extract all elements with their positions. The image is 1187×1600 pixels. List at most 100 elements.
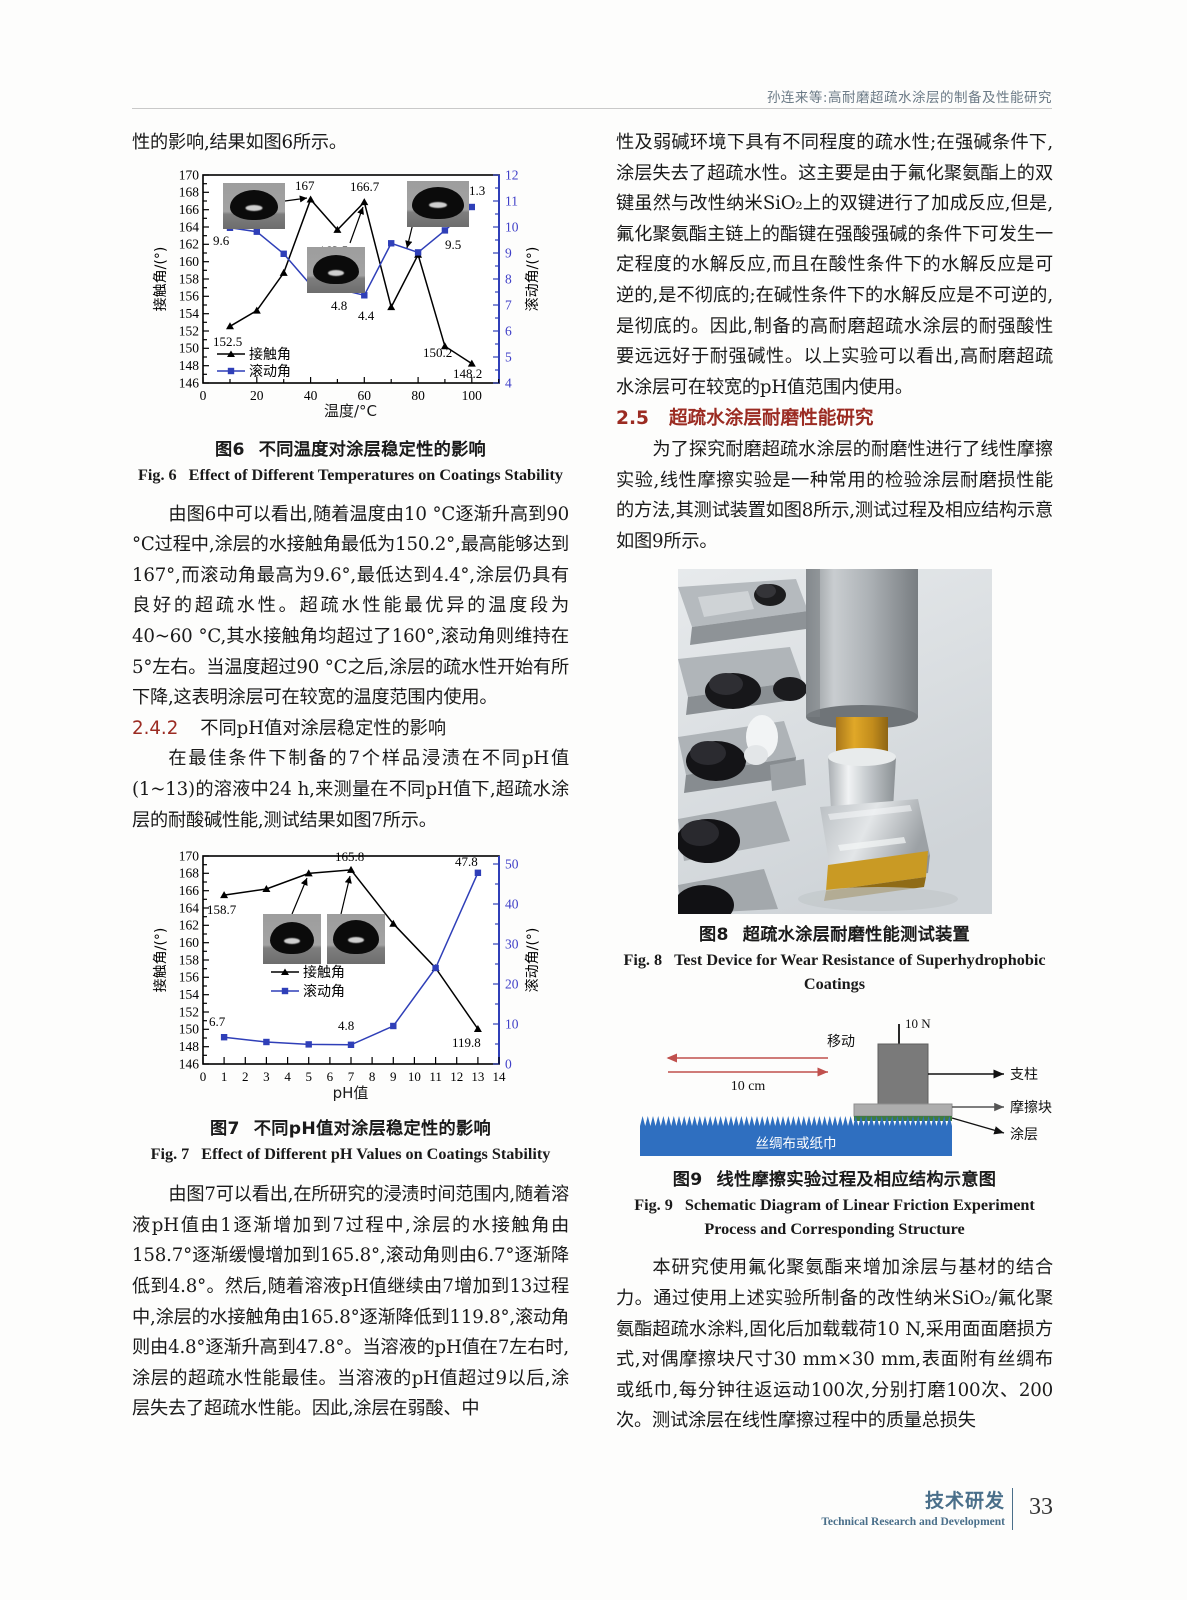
fig9-label-friction-block: 摩擦块: [1010, 1099, 1052, 1116]
fig8-cap-en-text: Test Device for Wear Resistance of Super…: [674, 951, 1046, 994]
fig7-y2label: 滚动角/(°): [524, 928, 541, 993]
fig9-cap-cn-label: 图9: [672, 1170, 703, 1191]
fig9-label-cloth: 丝绸布或纸巾: [756, 1136, 837, 1152]
svg-text:7: 7: [505, 297, 512, 312]
figure-7-caption: 图7 不同pH值对涂层稳定性的影响 Fig. 7 Effect of Differe…: [132, 1116, 569, 1166]
svg-text:166: 166: [178, 883, 199, 898]
svg-text:1: 1: [220, 1069, 227, 1084]
svg-text:158: 158: [178, 953, 199, 968]
header-rule: [132, 108, 1052, 109]
fig6-droplet-photo-2: [306, 246, 365, 293]
svg-text:接触角: 接触角: [303, 964, 345, 981]
paragraph-2-5: 为了探究耐磨超疏水涂层的耐磨性进行了线性摩擦实验,线性摩擦实验是一种常用的检验涂…: [616, 438, 1053, 552]
fig7-label-47-8: 47.8: [455, 854, 478, 869]
svg-text:156: 156: [178, 288, 199, 303]
fig6-xlabel: 温度/°C: [323, 401, 378, 420]
svg-text:3: 3: [263, 1069, 270, 1084]
svg-text:0: 0: [505, 1057, 512, 1072]
figure-8-caption: 图8 超疏水涂层耐磨性能测试装置 Fig. 8 Test Device for We…: [616, 922, 1053, 996]
figure-8-photo: [677, 569, 992, 915]
paragraph-2-4-2: 在最佳条件下制备的7个样品浸渍在不同pH值(1~13)的溶液中24 h,来测量在…: [132, 748, 569, 831]
fig7-cap-cn-text: 不同pH值对涂层稳定性的影响: [253, 1119, 491, 1140]
svg-text:2: 2: [242, 1069, 249, 1084]
fig9-label-coating: 涂层: [1010, 1127, 1038, 1143]
svg-text:20: 20: [505, 977, 519, 992]
footer-divider: [1012, 1488, 1013, 1530]
fig8-cap-cn-text: 超疏水涂层耐磨性能测试装置: [742, 925, 971, 946]
svg-text:162: 162: [178, 918, 198, 933]
svg-text:150: 150: [178, 1022, 199, 1037]
svg-text:10: 10: [505, 219, 519, 234]
fig7-legend: 接触角 滚动角: [270, 964, 345, 1000]
fig6-ylabel: 接触角/(°): [152, 246, 169, 311]
figure-6-caption: 图6 不同温度对涂层稳定性的影响 Fig. 6 Effect of Differen…: [132, 437, 569, 487]
figure-9-schematic: 10 N 移动 10 cm 支柱 摩擦块 涂层: [616, 1006, 1053, 1161]
svg-text:14: 14: [492, 1069, 506, 1084]
svg-text:5: 5: [305, 1069, 312, 1084]
svg-text:12: 12: [450, 1069, 463, 1084]
fig6-label-150-2: 150.2: [423, 345, 452, 360]
fig8-cap-en-label: Fig. 8: [623, 951, 663, 970]
svg-text:7: 7: [347, 1069, 354, 1084]
svg-text:9: 9: [390, 1069, 397, 1084]
fig6-cap-en-text: Effect of Different Temperatures on Coat…: [188, 465, 564, 484]
fig9-label-distance: 10 cm: [731, 1079, 766, 1094]
svg-text:4: 4: [284, 1069, 291, 1084]
fig7-cap-en-label: Fig. 7: [150, 1145, 190, 1164]
fig7-xlabel: pH值: [332, 1084, 369, 1103]
section-heading-2-5: 2.5 超疏水涂层耐磨性能研究: [616, 404, 1053, 435]
left-column: 性的影响,结果如图6所示。: [132, 128, 569, 1425]
svg-text:152: 152: [178, 1005, 198, 1020]
section-2-4-2-number: 2.4.2: [132, 717, 179, 739]
svg-text:168: 168: [178, 866, 199, 881]
paragraph-after-fig7: 由图7可以看出,在所研究的浸渍时间范围内,随着溶液pH值由1逐渐增加到7过程中,…: [132, 1184, 569, 1420]
svg-text:0: 0: [199, 1069, 206, 1084]
svg-text:4: 4: [505, 375, 512, 390]
fig9-cap-en-label: Fig. 9: [634, 1196, 673, 1215]
running-head: 孙连来等:高耐磨超疏水涂层的制备及性能研究: [766, 90, 1052, 106]
fig6-droplet-photo-3: [406, 180, 469, 227]
fig7-label-4-8: 4.8: [338, 1018, 354, 1033]
fig6-label-9-5: 9.5: [445, 237, 461, 252]
svg-text:154: 154: [178, 987, 199, 1002]
svg-text:11: 11: [429, 1069, 442, 1084]
fig6-legend: 接触角 滚动角: [216, 346, 291, 380]
fig6-cap-cn-label: 图6: [214, 439, 245, 460]
fig7-droplet-photo-1: [262, 914, 321, 965]
fig9-cap-cn-text: 线性摩擦实验过程及相应结构示意图: [716, 1170, 997, 1191]
svg-text:146: 146: [178, 375, 199, 390]
right-column: 性及弱碱环境下具有不同程度的疏水性;在强碱条件下,涂层失去了超疏水性。这主要是由…: [616, 128, 1053, 1437]
svg-text:13: 13: [471, 1069, 484, 1084]
fig7-label-6-7: 6.7: [209, 1014, 226, 1029]
paragraph-continued: 性及弱碱环境下具有不同程度的疏水性;在强碱条件下,涂层失去了超疏水性。这主要是由…: [616, 132, 1053, 398]
svg-text:滚动角: 滚动角: [303, 983, 345, 1000]
fig6-label-152-5: 152.5: [213, 334, 242, 349]
svg-text:50: 50: [505, 857, 519, 872]
svg-text:12: 12: [505, 167, 519, 182]
fig6-label-4-8: 4.8: [331, 298, 347, 313]
svg-text:滚动角: 滚动角: [249, 363, 291, 380]
svg-text:146: 146: [178, 1057, 199, 1072]
svg-text:100: 100: [461, 388, 482, 403]
svg-text:154: 154: [178, 306, 199, 321]
svg-text:10: 10: [407, 1069, 420, 1084]
fig6-label-166-7: 166.7: [350, 179, 380, 194]
svg-text:接触角: 接触角: [249, 346, 291, 363]
svg-text:148: 148: [178, 358, 199, 373]
fig7-label-165-8: 165.8: [335, 849, 364, 864]
fig6-y2label: 滚动角/(°): [524, 246, 541, 311]
fig6-droplet-photo-1: [222, 182, 285, 229]
fig7-droplet-photo-2: [326, 914, 385, 965]
svg-text:6: 6: [326, 1069, 333, 1084]
page-number: 33: [1029, 1494, 1053, 1520]
figure-7-chart: 146 148 150 152 154 156 158 160 162 164 166 16…: [145, 844, 557, 1103]
svg-text:170: 170: [178, 167, 199, 182]
fig9-cap-en-text: Schematic Diagram of Linear Friction Exp…: [684, 1196, 1035, 1239]
svg-text:60: 60: [357, 388, 371, 403]
svg-text:40: 40: [505, 897, 519, 912]
fig6-label-148-2: 148.2: [453, 366, 482, 381]
fig7-label-158-7: 158.7: [207, 902, 237, 917]
fig7-ylabel: 接触角/(°): [152, 928, 169, 993]
